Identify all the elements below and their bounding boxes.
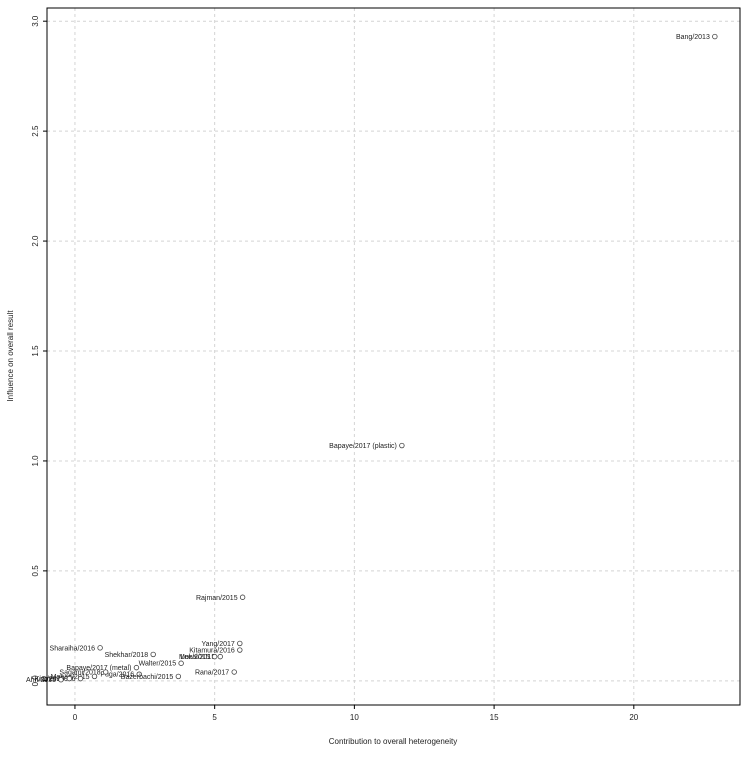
- y-tick-label: 0.0: [31, 675, 40, 687]
- data-point: Sharaiha/2016: [50, 645, 103, 652]
- point-label: Lee/2015: [180, 654, 209, 661]
- point-marker: [237, 640, 243, 647]
- point-marker: [239, 594, 246, 600]
- data-point: Bazerbachi/2015: [121, 673, 182, 681]
- data-points: Bang/2013 Bapaye/2017 (plastic) Rajman/201…: [26, 33, 718, 684]
- point-marker: [231, 669, 237, 675]
- data-point: Lee/2015: [180, 653, 218, 661]
- y-axis-label: Influence on overall result: [6, 310, 15, 402]
- point-marker: [399, 442, 405, 449]
- axes: 0 5 10 15 20 0.0 0.5 1.0 1.5 2.0 2.5 3.0: [31, 15, 639, 722]
- y-tick-label: 1.0: [31, 455, 40, 467]
- x-tick-label: 20: [629, 713, 638, 722]
- point-marker: [58, 677, 64, 683]
- data-point: Kim/2016: [35, 675, 73, 683]
- point-marker: [150, 651, 156, 658]
- data-point: Bapaye/2017 (metal): [66, 664, 140, 672]
- point-label: Mukai/2015: [179, 654, 215, 661]
- y-tick-label: 2.0: [31, 235, 40, 247]
- point-marker: [66, 675, 73, 682]
- data-point: Bang/2013: [676, 33, 718, 41]
- data-point: Walter/2015: [139, 660, 184, 668]
- point-label: Sagami/2018: [59, 670, 100, 677]
- data-point: Kitamura/2016: [189, 647, 243, 655]
- point-label: Sharaiha/2016: [50, 645, 96, 652]
- point-marker: [91, 673, 98, 680]
- point-label: Shekhar/2018: [105, 652, 149, 659]
- point-marker: [175, 673, 182, 680]
- point-marker: [178, 660, 184, 666]
- point-label: Bazerbachi/2015: [121, 674, 174, 681]
- data-point: Rana/2017: [195, 669, 237, 677]
- data-point: Mukai/2015: [179, 653, 223, 661]
- x-axis-label: Contribution to overall heterogeneity: [329, 737, 458, 746]
- data-point: Puga/2016: [100, 671, 142, 679]
- point-marker: [133, 664, 140, 671]
- data-point: Yang/2017: [201, 640, 243, 648]
- point-label: Walter/2015: [139, 661, 177, 668]
- data-point: Shekhar/2018: [105, 651, 156, 659]
- x-tick-label: 10: [350, 713, 359, 722]
- data-point: Bapaye/2017 (plastic): [329, 442, 405, 450]
- point-label: Ahn/2015: [26, 677, 56, 684]
- data-point: Rajman/2015: [196, 594, 246, 602]
- grid-lines: [47, 8, 740, 705]
- point-label: Rajman/2015: [196, 595, 238, 602]
- point-marker: [712, 33, 718, 40]
- point-label: Kim/2016: [35, 676, 65, 683]
- point-label: Puga/2016: [100, 672, 134, 679]
- point-marker: [136, 671, 142, 677]
- y-tick-label: 0.5: [31, 565, 40, 577]
- x-tick-label: 15: [490, 713, 499, 722]
- point-label: Bapaye/2017 (metal): [66, 665, 131, 672]
- point-label: Bang/2013: [676, 34, 710, 41]
- point-marker: [77, 675, 84, 682]
- point-label: Rana/2017: [195, 670, 229, 677]
- point-marker: [211, 653, 218, 660]
- point-label: Bapaye/2017 (plastic): [329, 443, 397, 450]
- point-marker: [237, 647, 243, 653]
- y-tick-label: 3.0: [31, 15, 40, 27]
- point-label: Yang/2017: [201, 641, 234, 648]
- point-marker: [217, 653, 223, 660]
- data-point: Sagami/2018: [59, 669, 109, 677]
- point-marker: [102, 669, 109, 675]
- y-tick-label: 1.5: [31, 345, 40, 357]
- point-marker: [97, 645, 103, 651]
- plot-frame: [46, 7, 741, 706]
- x-tick-label: 5: [212, 713, 217, 722]
- y-tick-label: 2.5: [31, 125, 40, 137]
- x-tick-label: 0: [73, 713, 78, 722]
- data-point: Ahn/2015: [26, 677, 64, 684]
- point-label: Kitamura/2016: [189, 648, 235, 655]
